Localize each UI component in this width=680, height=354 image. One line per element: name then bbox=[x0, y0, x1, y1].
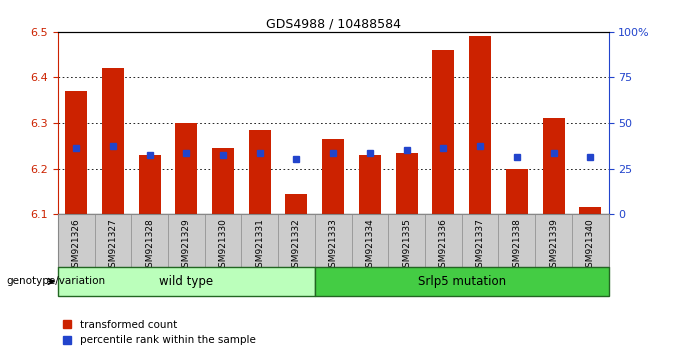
Bar bbox=[432, 50, 454, 214]
Bar bbox=[249, 130, 271, 214]
Text: GSM921326: GSM921326 bbox=[71, 218, 81, 273]
Text: GSM921335: GSM921335 bbox=[402, 218, 411, 273]
Bar bbox=[286, 194, 307, 214]
Text: GSM921339: GSM921339 bbox=[549, 218, 558, 273]
Text: GSM921340: GSM921340 bbox=[585, 218, 595, 273]
Text: GSM921328: GSM921328 bbox=[145, 218, 154, 273]
Bar bbox=[65, 91, 87, 214]
Title: GDS4988 / 10488584: GDS4988 / 10488584 bbox=[266, 18, 401, 31]
Bar bbox=[579, 207, 601, 214]
Bar bbox=[175, 123, 197, 214]
Bar bbox=[543, 119, 564, 214]
Bar bbox=[102, 68, 124, 214]
Text: GSM921330: GSM921330 bbox=[218, 218, 228, 273]
Text: GSM921332: GSM921332 bbox=[292, 218, 301, 273]
Bar bbox=[212, 148, 234, 214]
Bar bbox=[58, 267, 315, 296]
Bar bbox=[139, 155, 160, 214]
Text: GSM921331: GSM921331 bbox=[255, 218, 265, 273]
Text: GSM921336: GSM921336 bbox=[439, 218, 448, 273]
Text: GSM921338: GSM921338 bbox=[512, 218, 522, 273]
Bar bbox=[469, 36, 491, 214]
Text: GSM921329: GSM921329 bbox=[182, 218, 191, 273]
Bar bbox=[359, 155, 381, 214]
Bar bbox=[396, 153, 418, 214]
Legend: transformed count, percentile rank within the sample: transformed count, percentile rank withi… bbox=[63, 320, 256, 345]
Text: genotype/variation: genotype/variation bbox=[7, 276, 106, 286]
Text: wild type: wild type bbox=[159, 275, 214, 288]
Text: GSM921327: GSM921327 bbox=[108, 218, 118, 273]
Bar bbox=[506, 169, 528, 214]
Bar bbox=[322, 139, 344, 214]
Bar bbox=[315, 267, 609, 296]
Text: Srlp5 mutation: Srlp5 mutation bbox=[418, 275, 506, 288]
Text: GSM921333: GSM921333 bbox=[328, 218, 338, 273]
Text: GSM921337: GSM921337 bbox=[475, 218, 485, 273]
Text: GSM921334: GSM921334 bbox=[365, 218, 375, 273]
